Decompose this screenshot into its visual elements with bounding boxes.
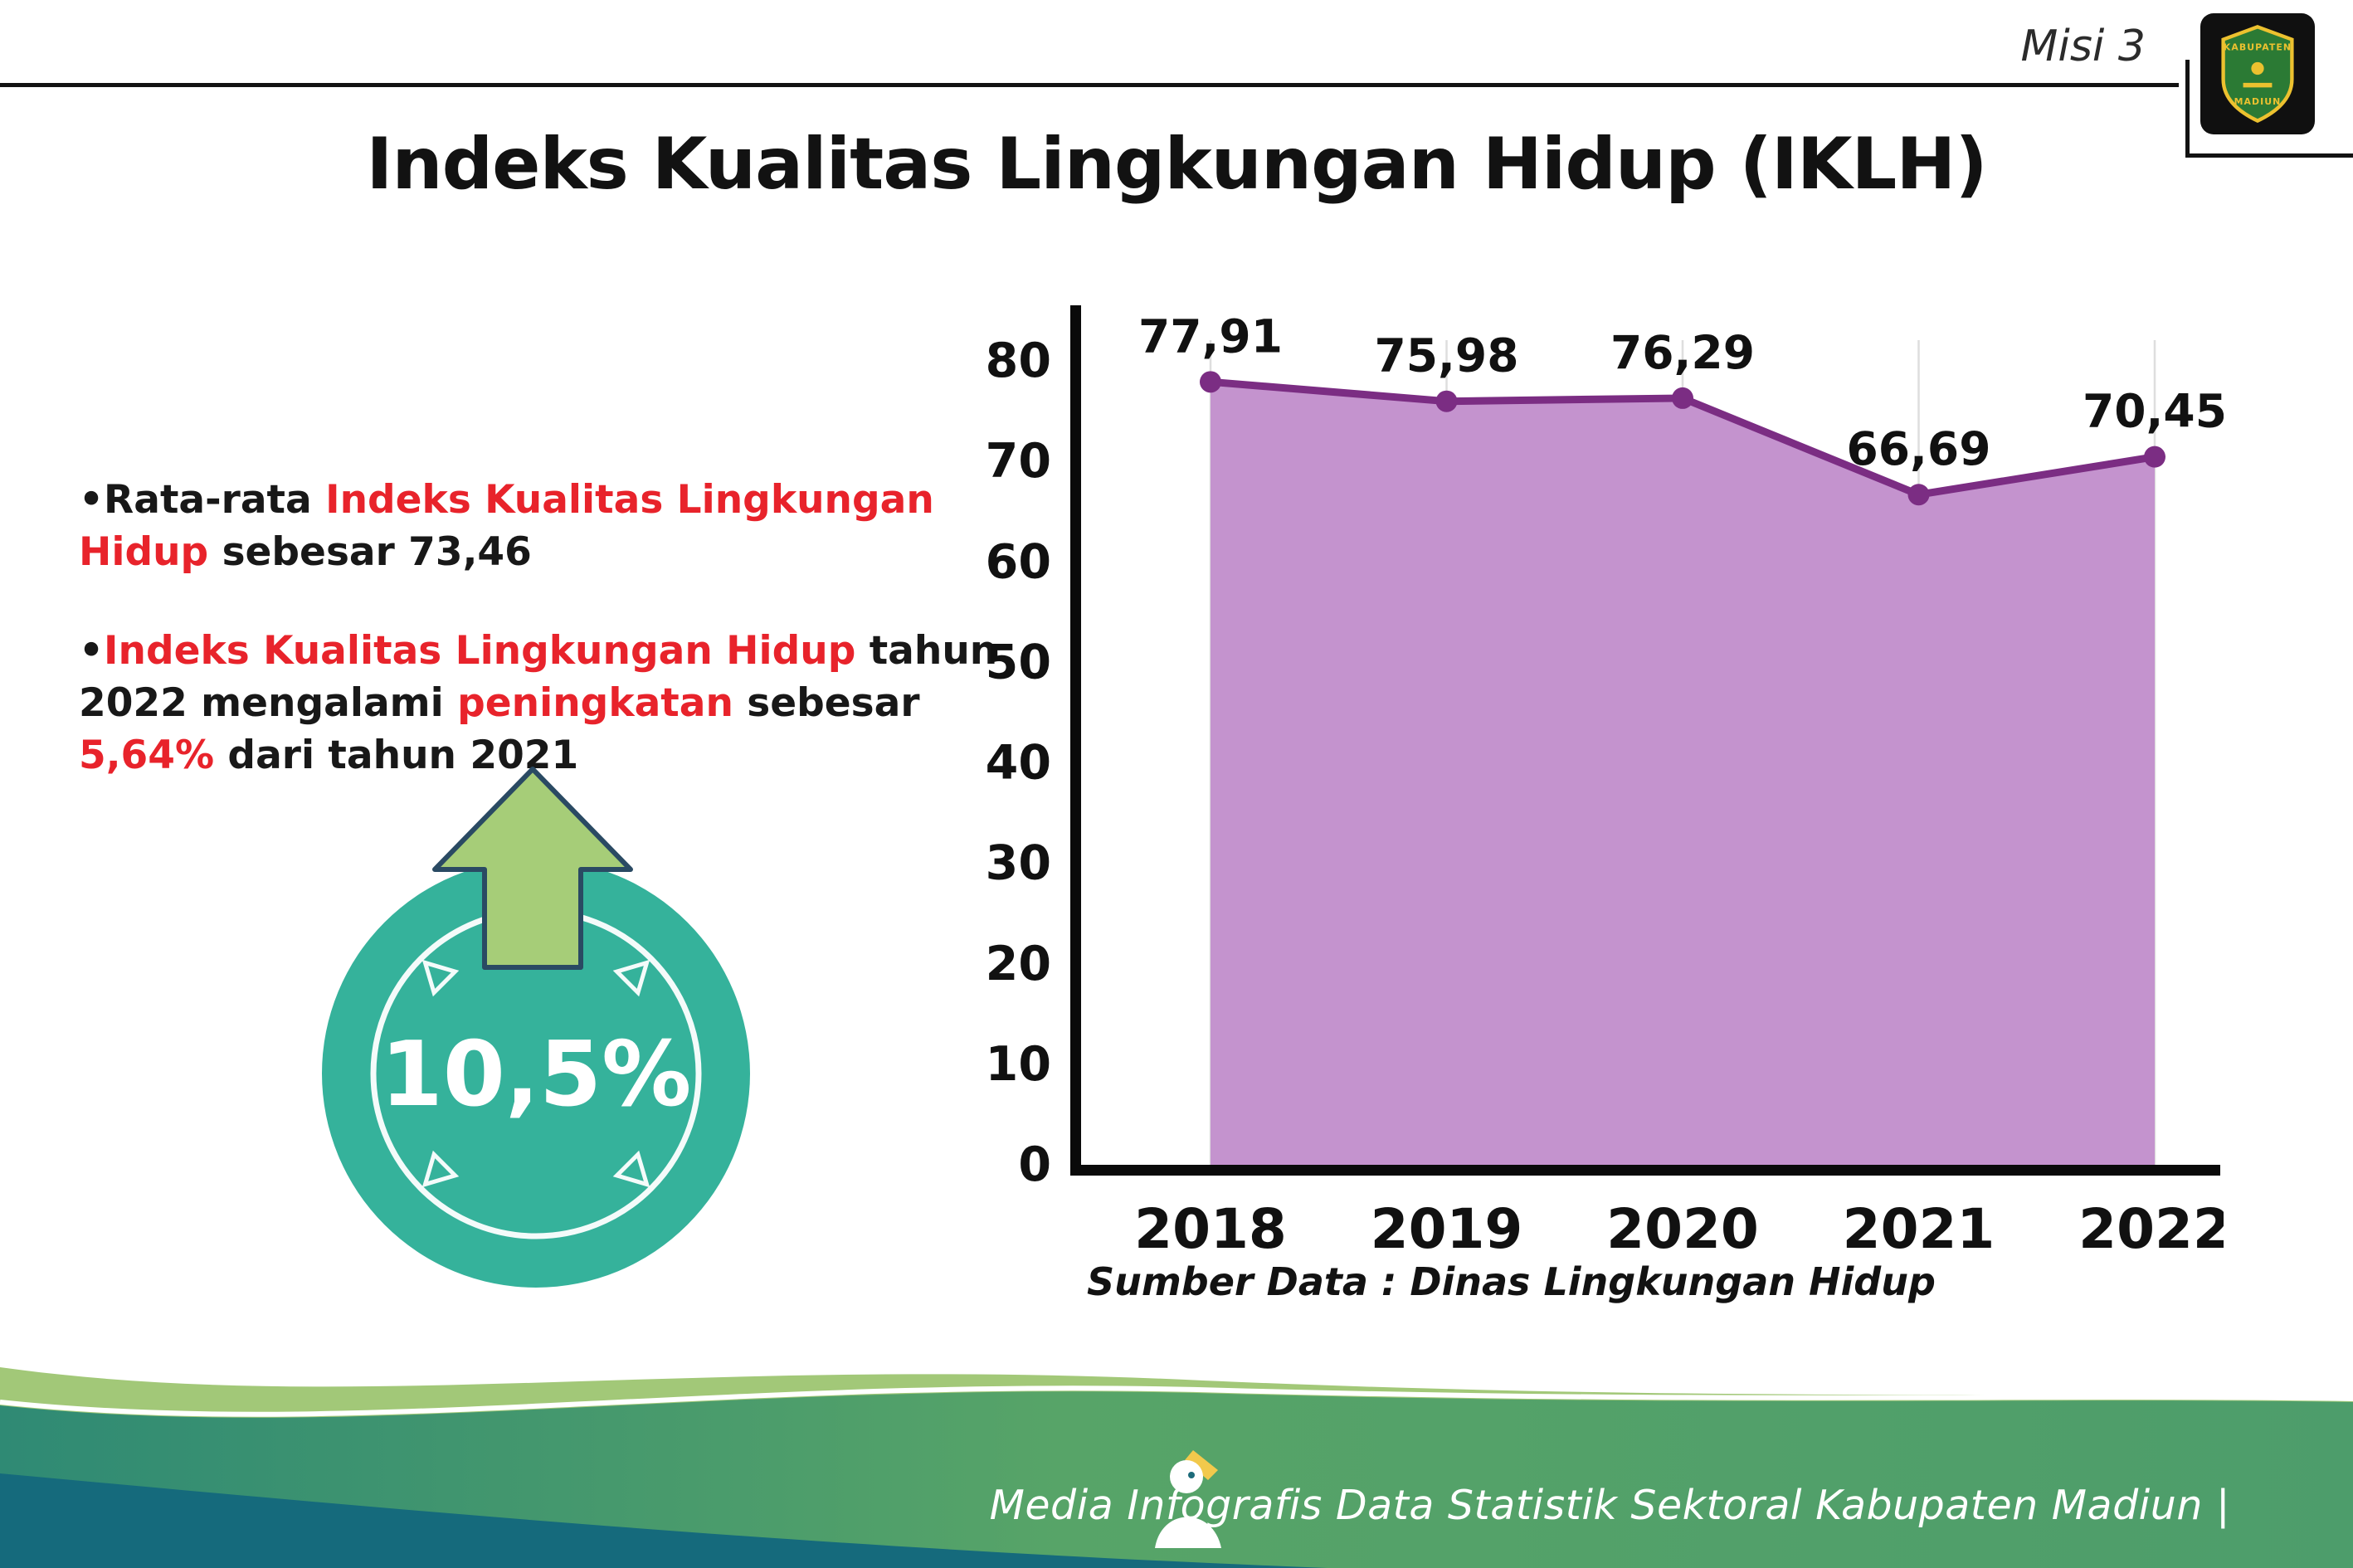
bullet-increase: •Indeks Kualitas Lingkungan Hidup tahun … [79,626,1066,782]
data-value-label: 75,98 [1375,329,1519,382]
text-segment-highlight: Indeks Kualitas Lingkungan Hidup [79,477,934,575]
x-tick-label: 2021 [1843,1197,1995,1261]
y-tick-label: 40 [986,736,1051,791]
y-tick-label: 20 [986,937,1051,991]
page-title: Indeks Kualitas Lingkungan Hidup (IKLH) [366,123,1987,206]
y-tick-label: 60 [986,534,1051,589]
tick-triangle-icon [612,959,650,997]
chart-source: Sumber Data : Dinas Lingkungan Hidup [1087,1259,1936,1304]
kabupaten-madiun-logo: KABUPATEN MADIUN [2200,13,2315,134]
bullet-average: •Rata-rata Indeks Kualitas Lingkungan Hi… [79,475,1066,579]
y-tick-label: 80 [986,334,1051,388]
chart-area-fill [1211,382,2155,1165]
tick-triangle-icon [421,959,460,997]
bullet-marker: • [79,627,105,674]
shield-band [2243,82,2273,88]
chart-data-point [2144,446,2165,468]
chart-data-point [1200,371,1221,393]
header-rule [0,83,2179,87]
misi-label: Misi 3 [2020,22,2146,71]
y-tick-label: 70 [986,434,1051,489]
text-segment: sebesar 73,46 [208,528,532,575]
x-tick-label: 2022 [2078,1197,2224,1261]
area-chart-canvas: 0 10 20 30 40 50 60 70 80 2018 2019 2020 2021 2022 77,… [986,305,2224,1261]
mascot-head [1170,1460,1203,1493]
footer-wave-highlight [0,1385,2353,1417]
up-arrow-icon [432,767,633,970]
key-points: •Rata-rata Indeks Kualitas Lingkungan Hi… [79,475,1066,782]
bullet-marker: • [79,477,105,523]
y-tick-label: 50 [986,635,1051,689]
mascot-eye [1188,1472,1195,1478]
mascot-body [1155,1517,1221,1548]
text-segment: sebesar [733,679,920,726]
increase-badge: 10,5% [322,767,750,1288]
y-tick-label: 30 [986,836,1051,891]
y-tick-label: 10 [986,1037,1051,1092]
iklh-chart: 0 10 20 30 40 50 60 70 80 2018 2019 2020 2021 2022 77,… [971,290,2224,1269]
data-value-label: 76,29 [1610,326,1755,379]
data-value-label: 66,69 [1847,422,1991,475]
footer-credit: Media Infografis Data Statistik Sektoral… [989,1482,2230,1529]
x-tick-label: 2018 [1134,1197,1287,1261]
x-tick-label: 2019 [1371,1197,1523,1261]
x-tick-label: 2020 [1606,1197,1759,1261]
logo-frame [2185,60,2353,158]
y-tick-label: 0 [1018,1137,1051,1192]
x-axis [1070,1165,2220,1176]
text-segment: dari tahun 2021 [214,732,579,778]
mascot-pencil [1185,1450,1218,1480]
text-segment-highlight: 5,64% [79,732,215,778]
logo-text-bottom: MADIUN [2234,96,2282,107]
chart-data-point [1672,387,1693,409]
chart-data-point [1907,484,1930,506]
text-segment-highlight: Indeks Kualitas Lingkungan Hidup [104,627,856,674]
badge-circle [322,859,750,1288]
tick-triangle-icon [421,1150,460,1188]
tick-triangle-icon [612,1150,650,1188]
data-value-label: 77,91 [1138,309,1283,363]
text-segment: Rata-rata [104,477,326,523]
text-segment-highlight: peningkatan [457,679,733,726]
badge-value: 10,5% [381,1023,692,1127]
text-segment: tahun 2022 mengalami [79,627,998,726]
data-value-label: 70,45 [2083,385,2224,438]
y-axis [1070,305,1081,1176]
badge-tick-marks [421,959,650,1188]
shield-emblem [2251,61,2264,75]
footer-wave-dark [0,1473,1328,1568]
mascot-icon [1155,1450,1221,1548]
chart-data-point [1435,390,1458,412]
logo-text-top: KABUPATEN [2224,42,2292,53]
logo-shield-icon: KABUPATEN MADIUN [2221,25,2294,124]
